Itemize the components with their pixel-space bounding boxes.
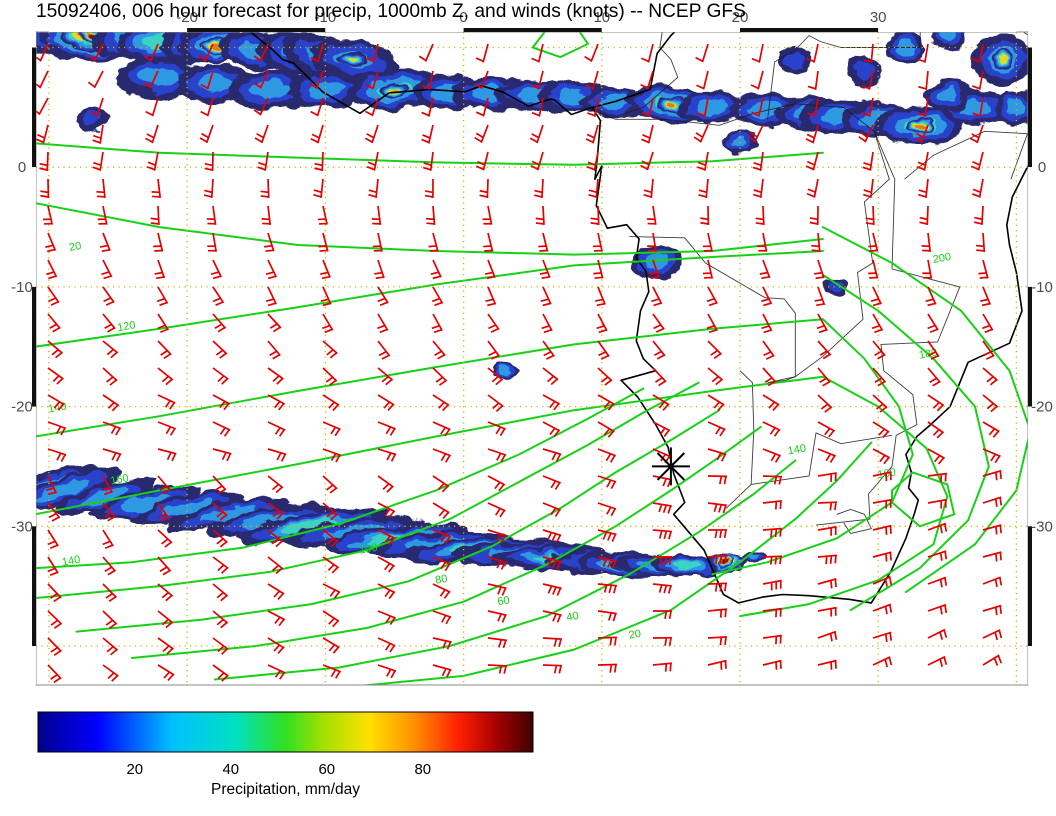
- svg-text:-10: -10: [11, 279, 33, 296]
- svg-text:40: 40: [566, 610, 580, 624]
- svg-text:20: 20: [68, 240, 82, 254]
- svg-text:80: 80: [414, 761, 431, 778]
- svg-text:60: 60: [497, 594, 511, 608]
- svg-text:-20: -20: [1031, 399, 1053, 416]
- svg-text:0: 0: [1038, 159, 1046, 176]
- svg-text:-30: -30: [1031, 518, 1053, 535]
- svg-text:60: 60: [318, 761, 335, 778]
- svg-text:-20: -20: [11, 399, 33, 416]
- svg-text:-10: -10: [1031, 279, 1053, 296]
- svg-text:40: 40: [222, 761, 239, 778]
- svg-text:Precipitation, mm/day: Precipitation, mm/day: [211, 781, 360, 798]
- svg-text:20: 20: [628, 628, 642, 642]
- svg-text:-30: -30: [11, 518, 33, 535]
- svg-text:80: 80: [434, 573, 448, 587]
- svg-text:30: 30: [870, 9, 887, 26]
- svg-text:20: 20: [126, 761, 143, 778]
- svg-text:0: 0: [18, 159, 26, 176]
